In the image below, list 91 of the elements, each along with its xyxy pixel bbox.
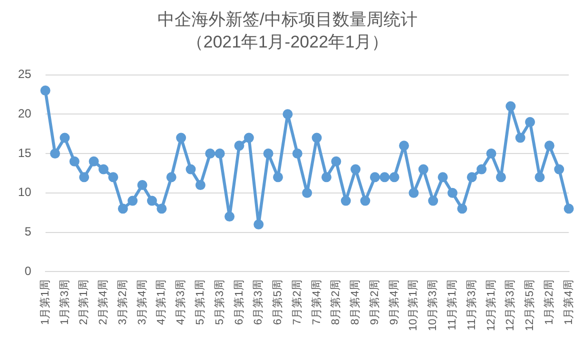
x-tick-label: 10月第3周	[427, 280, 440, 332]
point	[292, 148, 302, 159]
x-tick-label: 2月第4周	[98, 280, 110, 325]
x-tick-label: 12月第3周	[504, 280, 517, 332]
point	[128, 196, 138, 206]
x-tick-label: 11月第1周	[446, 280, 459, 330]
x-tick-label: 12月第5周	[524, 280, 536, 332]
x-tick-label: 1月第4周	[562, 280, 575, 325]
point	[350, 164, 361, 174]
chart-title: 中企海外新签/中标项目数量周统计	[158, 10, 418, 29]
point	[302, 188, 312, 198]
point	[360, 196, 370, 206]
point	[525, 117, 536, 128]
y-tick-label: 5	[24, 224, 32, 239]
point	[195, 180, 206, 190]
point	[447, 188, 458, 198]
point	[98, 164, 109, 174]
y-tick-label: 20	[18, 106, 32, 120]
x-tick-label: 9月第2周	[368, 280, 381, 325]
point	[186, 164, 196, 174]
point	[515, 132, 526, 143]
point	[370, 172, 380, 182]
point	[118, 204, 128, 214]
point	[466, 172, 477, 182]
point	[428, 196, 438, 206]
point	[331, 156, 342, 166]
x-tick-label: 3月第2周	[116, 280, 129, 325]
x-tick-label: 6月第1周	[233, 280, 246, 325]
x-tick-label: 1月第2周	[543, 280, 556, 325]
point	[418, 164, 428, 174]
x-tick-label: 8月第2周	[330, 280, 342, 325]
y-tick-label: 25	[18, 67, 32, 82]
point	[321, 172, 332, 182]
point	[254, 219, 264, 230]
x-tick-label: 6月第3周	[252, 280, 265, 325]
point	[50, 148, 60, 159]
point	[534, 172, 545, 182]
point	[205, 148, 216, 159]
x-tick-label: 8月第4周	[350, 280, 362, 325]
point	[389, 172, 400, 182]
y-tick-label: 10	[18, 185, 32, 200]
x-tick-label: 6月第5周	[272, 280, 284, 325]
chart-subtitle: （2021年1月-2022年1月）	[186, 32, 389, 52]
point	[457, 204, 468, 214]
point	[312, 132, 322, 143]
point	[69, 156, 80, 166]
point	[214, 148, 225, 159]
y-tick-label: 0	[24, 264, 32, 278]
point	[399, 140, 410, 151]
x-tick-label: 7月第4周	[310, 280, 323, 325]
point	[544, 140, 554, 151]
point	[564, 204, 574, 214]
point	[244, 132, 254, 143]
point	[476, 164, 487, 174]
point	[272, 172, 283, 182]
x-tick-label: 7月第2周	[291, 280, 304, 325]
point	[176, 132, 186, 143]
point	[486, 148, 496, 159]
point	[340, 196, 351, 206]
point	[156, 204, 167, 214]
x-tick-label: 2月第1周	[78, 280, 90, 325]
point	[60, 132, 70, 143]
point	[234, 140, 244, 151]
point	[282, 109, 293, 120]
x-tick-label: 9月第4周	[388, 280, 400, 325]
x-tick-label: 10月第1周	[408, 280, 420, 332]
point	[496, 172, 506, 182]
x-tick-label: 1月第1周	[39, 280, 52, 325]
point	[137, 180, 148, 190]
point	[408, 188, 419, 198]
point	[506, 101, 516, 112]
point	[224, 212, 235, 222]
point	[380, 172, 390, 182]
x-tick-label: 4月第1周	[156, 280, 168, 325]
x-tick-label: 5月第1周	[194, 280, 206, 325]
point	[79, 172, 90, 182]
point	[263, 148, 274, 159]
point	[88, 156, 99, 166]
point	[108, 172, 118, 182]
x-tick-label: 12月第1周	[485, 280, 498, 332]
x-tick-label: 4月第3周	[175, 280, 188, 325]
x-tick-label: 1月第3周	[58, 280, 71, 325]
x-tick-label: 3月第4周	[136, 280, 148, 325]
point	[438, 172, 448, 182]
point	[146, 196, 157, 206]
point	[166, 172, 176, 182]
x-tick-label: 11月第3周	[466, 280, 478, 330]
y-tick-label: 15	[18, 146, 32, 160]
x-tick-label: 5月第3周	[214, 280, 226, 325]
point	[40, 86, 50, 96]
point	[554, 164, 564, 174]
